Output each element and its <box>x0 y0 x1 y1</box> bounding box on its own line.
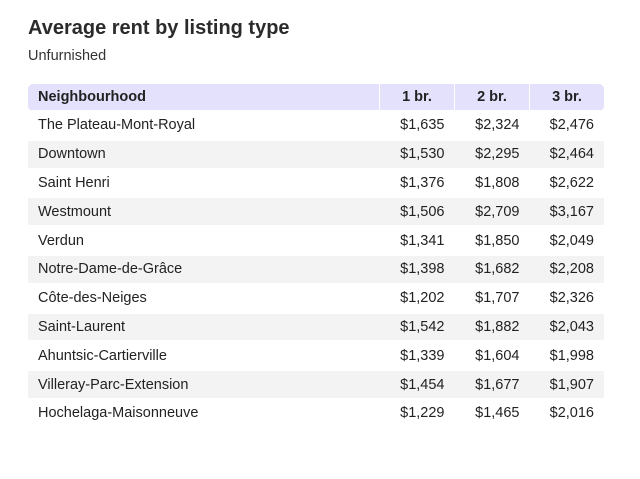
rent-1br-cell: $1,506 <box>379 196 455 228</box>
rent-3br-cell: $2,464 <box>529 138 604 170</box>
rent-3br-cell: $2,326 <box>529 282 604 314</box>
rent-3br-cell: $2,049 <box>529 225 604 256</box>
rent-1br-cell: $1,542 <box>379 311 455 343</box>
table-row: The Plateau-Mont-Royal $1,635 $2,324 $2,476 <box>28 110 604 141</box>
rent-1br-cell: $1,341 <box>379 225 455 256</box>
table-body: The Plateau-Mont-Royal $1,635 $2,324 $2,476… <box>28 110 604 429</box>
rent-3br-cell: $2,208 <box>529 253 604 285</box>
rent-3br-cell: $1,998 <box>529 340 604 372</box>
rent-2br-cell: $1,850 <box>454 225 530 256</box>
rent-3br-cell: $2,016 <box>529 397 604 429</box>
rent-1br-cell: $1,376 <box>379 167 455 199</box>
rent-table-card: Average rent by listing type Unfurnished… <box>28 14 604 429</box>
neighbourhood-cell: Westmount <box>28 196 380 228</box>
rent-1br-cell: $1,454 <box>379 369 455 400</box>
rent-1br-cell: $1,635 <box>379 110 455 141</box>
rent-2br-cell: $1,707 <box>454 282 530 314</box>
rent-2br-cell: $1,465 <box>454 397 530 429</box>
neighbourhood-cell: Notre-Dame-de-Grâce <box>28 253 380 285</box>
header-neighbourhood: Neighbourhood <box>28 84 380 111</box>
table-row: Villeray-Parc-Extension $1,454 $1,677 $1,90… <box>28 369 604 400</box>
rent-2br-cell: $1,882 <box>454 311 530 343</box>
chart-title: Average rent by listing type <box>28 17 290 39</box>
table-row: Notre-Dame-de-Grâce $1,398 $1,682 $2,208 <box>28 253 604 285</box>
rent-2br-cell: $1,808 <box>454 167 530 199</box>
neighbourhood-cell: Saint-Laurent <box>28 311 380 343</box>
header-1br: 1 br. <box>379 84 455 111</box>
neighbourhood-cell: Côte-des-Neiges <box>28 282 380 314</box>
rent-3br-cell: $3,167 <box>529 196 604 228</box>
rent-2br-cell: $1,604 <box>454 340 530 372</box>
rent-2br-cell: $2,709 <box>454 196 530 228</box>
rent-1br-cell: $1,202 <box>379 282 455 314</box>
table-row: Ahuntsic-Cartierville $1,339 $1,604 $1,998 <box>28 340 604 372</box>
neighbourhood-cell: Verdun <box>28 225 380 256</box>
neighbourhood-cell: Downtown <box>28 138 380 170</box>
header-3br: 3 br. <box>529 84 604 111</box>
table-row: Westmount $1,506 $2,709 $3,167 <box>28 196 604 228</box>
table-row: Saint-Laurent $1,542 $1,882 $2,043 <box>28 311 604 343</box>
rent-2br-cell: $2,324 <box>454 110 530 141</box>
table-header: Neighbourhood 1 br. 2 br. 3 br. <box>28 84 604 111</box>
rent-1br-cell: $1,339 <box>379 340 455 372</box>
table-row: Verdun $1,341 $1,850 $2,049 <box>28 225 604 256</box>
neighbourhood-cell: Saint Henri <box>28 167 380 199</box>
neighbourhood-cell: Ahuntsic-Cartierville <box>28 340 380 372</box>
rent-3br-cell: $1,907 <box>529 369 604 400</box>
rent-1br-cell: $1,398 <box>379 253 455 285</box>
rent-3br-cell: $2,622 <box>529 167 604 199</box>
table-row: Hochelaga-Maisonneuve $1,229 $1,465 $2,016 <box>28 397 604 429</box>
rent-3br-cell: $2,043 <box>529 311 604 343</box>
chart-subtitle: Unfurnished <box>28 48 107 64</box>
table-row: Downtown $1,530 $2,295 $2,464 <box>28 138 604 170</box>
neighbourhood-cell: The Plateau-Mont-Royal <box>28 110 380 141</box>
header-row: Neighbourhood 1 br. 2 br. 3 br. <box>28 84 604 111</box>
rent-2br-cell: $1,677 <box>454 369 530 400</box>
rent-2br-cell: $1,682 <box>454 253 530 285</box>
rent-3br-cell: $2,476 <box>529 110 604 141</box>
rent-table: Neighbourhood 1 br. 2 br. 3 br. The Plat… <box>28 84 604 429</box>
neighbourhood-cell: Hochelaga-Maisonneuve <box>28 397 380 429</box>
rent-2br-cell: $2,295 <box>454 138 530 170</box>
header-2br: 2 br. <box>454 84 530 111</box>
table-row: Côte-des-Neiges $1,202 $1,707 $2,326 <box>28 282 604 314</box>
rent-1br-cell: $1,229 <box>379 397 455 429</box>
rent-1br-cell: $1,530 <box>379 138 455 170</box>
table-row: Saint Henri $1,376 $1,808 $2,622 <box>28 167 604 199</box>
neighbourhood-cell: Villeray-Parc-Extension <box>28 369 380 400</box>
